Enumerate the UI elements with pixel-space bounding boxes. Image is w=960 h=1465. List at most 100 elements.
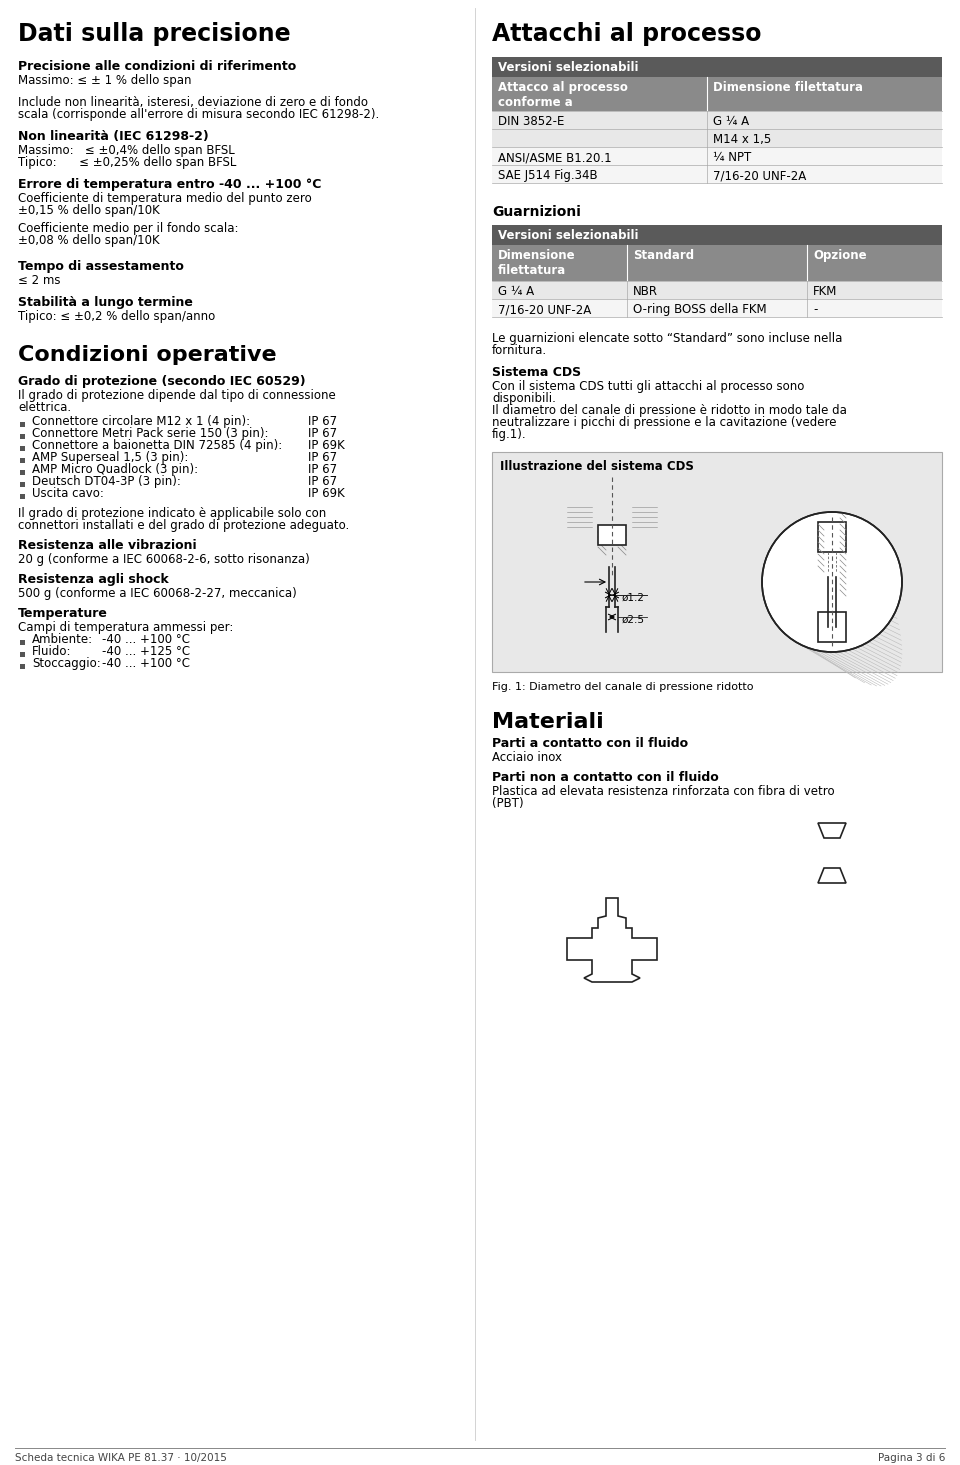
Text: AMP Micro Quadlock (3 pin):: AMP Micro Quadlock (3 pin):	[32, 463, 198, 476]
Text: -40 ... +100 °C: -40 ... +100 °C	[102, 633, 190, 646]
Text: Tipico:      ≤ ±0,25% dello span BFSL: Tipico: ≤ ±0,25% dello span BFSL	[18, 155, 236, 168]
Text: Dimensione filettatura: Dimensione filettatura	[713, 81, 863, 94]
Text: ±0,15 % dello span/10K: ±0,15 % dello span/10K	[18, 204, 159, 217]
Text: AMP Superseal 1,5 (3 pin):: AMP Superseal 1,5 (3 pin):	[32, 451, 188, 464]
Text: Coefficiente di temperatura medio del punto zero: Coefficiente di temperatura medio del pu…	[18, 192, 312, 205]
Text: disponibili.: disponibili.	[492, 393, 556, 404]
Text: IP 67: IP 67	[308, 415, 337, 428]
Text: Guarnizioni: Guarnizioni	[492, 205, 581, 218]
Text: Illustrazione del sistema CDS: Illustrazione del sistema CDS	[500, 460, 694, 473]
Text: -40 ... +125 °C: -40 ... +125 °C	[102, 645, 190, 658]
Text: ±0,08 % dello span/10K: ±0,08 % dello span/10K	[18, 234, 159, 248]
Text: Grado di protezione (secondo IEC 60529): Grado di protezione (secondo IEC 60529)	[18, 375, 305, 388]
Text: ANSI/ASME B1.20.1: ANSI/ASME B1.20.1	[498, 151, 612, 164]
Text: SAE J514 Fig.34B: SAE J514 Fig.34B	[498, 168, 598, 182]
Text: Versioni selezionabili: Versioni selezionabili	[498, 62, 638, 75]
Text: IP 67: IP 67	[308, 475, 337, 488]
Text: -40 ... +100 °C: -40 ... +100 °C	[102, 656, 190, 670]
Text: Massimo: ≤ ± 1 % dello span: Massimo: ≤ ± 1 % dello span	[18, 75, 191, 86]
Bar	[492, 245, 942, 281]
Text: NBR: NBR	[633, 286, 658, 297]
Text: FKM: FKM	[813, 286, 837, 297]
Text: Versioni selezionabili: Versioni selezionabili	[498, 229, 638, 242]
Polygon shape	[567, 898, 657, 982]
Text: Precisione alle condizioni di riferimento: Precisione alle condizioni di riferiment…	[18, 60, 297, 73]
Text: Tempo di assestamento: Tempo di assestamento	[18, 259, 184, 272]
Text: (PBT): (PBT)	[492, 797, 523, 810]
Bar	[818, 612, 846, 642]
Text: Dati sulla precisione: Dati sulla precisione	[18, 22, 291, 45]
Bar	[492, 78, 942, 111]
Bar	[20, 422, 25, 426]
Text: Stoccaggio:: Stoccaggio:	[32, 656, 101, 670]
Bar	[492, 299, 942, 316]
Text: ¼ NPT: ¼ NPT	[713, 151, 752, 164]
Bar	[818, 522, 846, 552]
Text: Parti a contatto con il fluido: Parti a contatto con il fluido	[492, 737, 688, 750]
Text: Plastica ad elevata resistenza rinforzata con fibra di vetro: Plastica ad elevata resistenza rinforzat…	[492, 785, 834, 798]
Text: Campi di temperatura ammessi per:: Campi di temperatura ammessi per:	[18, 621, 233, 634]
Text: elettrica.: elettrica.	[18, 401, 71, 415]
Text: Parti non a contatto con il fluido: Parti non a contatto con il fluido	[492, 771, 719, 784]
Text: Attacchi al processo: Attacchi al processo	[492, 22, 761, 45]
Text: Pagina 3 di 6: Pagina 3 di 6	[877, 1453, 945, 1464]
Text: M14 x 1,5: M14 x 1,5	[713, 133, 771, 146]
Text: Uscita cavo:: Uscita cavo:	[32, 486, 104, 500]
Circle shape	[762, 511, 902, 652]
Bar	[492, 146, 942, 166]
Text: G ¼ A: G ¼ A	[498, 286, 534, 297]
Text: 20 g (conforme a IEC 60068-2-6, sotto risonanza): 20 g (conforme a IEC 60068-2-6, sotto ri…	[18, 552, 310, 565]
Bar	[598, 524, 626, 545]
Text: Tipico: ≤ ±0,2 % dello span/anno: Tipico: ≤ ±0,2 % dello span/anno	[18, 311, 215, 322]
Text: Materiali: Materiali	[492, 712, 604, 732]
Text: Connettore a baionetta DIN 72585 (4 pin):: Connettore a baionetta DIN 72585 (4 pin)…	[32, 440, 282, 453]
Polygon shape	[818, 867, 846, 883]
Text: Resistenza alle vibrazioni: Resistenza alle vibrazioni	[18, 539, 197, 552]
Text: Attacco al processo
conforme a: Attacco al processo conforme a	[498, 81, 628, 108]
Text: IP 67: IP 67	[308, 426, 337, 440]
Text: fig.1).: fig.1).	[492, 428, 527, 441]
Text: Massimo:   ≤ ±0,4% dello span BFSL: Massimo: ≤ ±0,4% dello span BFSL	[18, 144, 235, 157]
Text: Opzione: Opzione	[813, 249, 867, 262]
Text: Il diametro del canale di pressione è ridotto in modo tale da: Il diametro del canale di pressione è ri…	[492, 404, 847, 418]
Bar	[20, 482, 25, 486]
Text: Ambiente:: Ambiente:	[32, 633, 93, 646]
Text: ≤ 2 ms: ≤ 2 ms	[18, 274, 60, 287]
Text: Le guarnizioni elencate sotto “Standard” sono incluse nella: Le guarnizioni elencate sotto “Standard”…	[492, 333, 842, 344]
Bar	[492, 453, 942, 672]
Bar	[492, 281, 942, 299]
Text: Fig. 1: Diametro del canale di pressione ridotto: Fig. 1: Diametro del canale di pressione…	[492, 683, 754, 691]
Bar	[20, 652, 25, 656]
Text: Stabilità a lungo termine: Stabilità a lungo termine	[18, 296, 193, 309]
Polygon shape	[818, 823, 846, 838]
Text: Il grado di protezione dipende dal tipo di connessione: Il grado di protezione dipende dal tipo …	[18, 390, 336, 401]
Text: Coefficiente medio per il fondo scala:: Coefficiente medio per il fondo scala:	[18, 223, 238, 234]
Bar	[492, 166, 942, 183]
Text: Non linearità (IEC 61298-2): Non linearità (IEC 61298-2)	[18, 130, 208, 144]
Bar	[20, 434, 25, 438]
Text: Temperature: Temperature	[18, 607, 108, 620]
Text: DIN 3852-E: DIN 3852-E	[498, 114, 564, 127]
Text: Con il sistema CDS tutti gli attacchi al processo sono: Con il sistema CDS tutti gli attacchi al…	[492, 379, 804, 393]
Text: IP 67: IP 67	[308, 451, 337, 464]
Text: Sistema CDS: Sistema CDS	[492, 366, 581, 379]
Text: Dimensione
filettatura: Dimensione filettatura	[498, 249, 576, 277]
Text: 500 g (conforme a IEC 60068-2-27, meccanica): 500 g (conforme a IEC 60068-2-27, meccan…	[18, 587, 297, 601]
Text: Connettore Metri Pack serie 150 (3 pin):: Connettore Metri Pack serie 150 (3 pin):	[32, 426, 269, 440]
Bar	[492, 57, 942, 78]
Text: Standard: Standard	[633, 249, 694, 262]
Text: Fluido:: Fluido:	[32, 645, 71, 658]
Bar	[20, 445, 25, 451]
Text: Il grado di protezione indicato è applicabile solo con: Il grado di protezione indicato è applic…	[18, 507, 326, 520]
Text: Include non linearità, isteresi, deviazione di zero e di fondo: Include non linearità, isteresi, deviazi…	[18, 97, 368, 108]
Text: Acciaio inox: Acciaio inox	[492, 752, 562, 765]
Text: Connettore circolare M12 x 1 (4 pin):: Connettore circolare M12 x 1 (4 pin):	[32, 415, 251, 428]
Bar	[492, 226, 942, 245]
Text: Condizioni operative: Condizioni operative	[18, 344, 276, 365]
Bar	[20, 469, 25, 475]
Text: G ¼ A: G ¼ A	[713, 114, 749, 127]
Text: IP 67: IP 67	[308, 463, 337, 476]
Text: O-ring BOSS della FKM: O-ring BOSS della FKM	[633, 303, 767, 316]
Text: ø1.2: ø1.2	[622, 593, 645, 604]
Text: Resistenza agli shock: Resistenza agli shock	[18, 573, 169, 586]
